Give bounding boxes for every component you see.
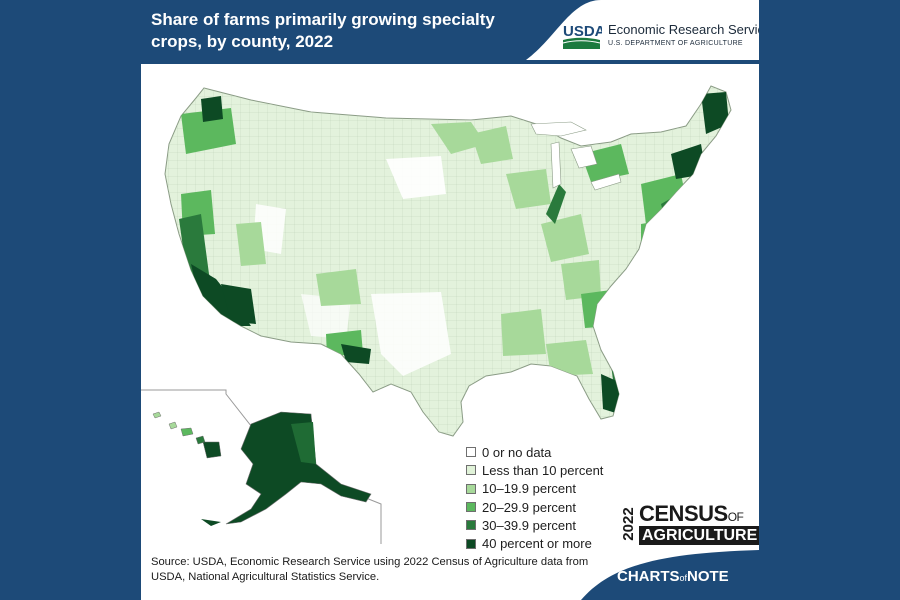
legend-label: 40 percent or more bbox=[482, 536, 592, 552]
legend-item: Less than 10 percent bbox=[466, 461, 603, 479]
census-line1: CENSUSOF bbox=[639, 501, 744, 529]
census-line2: AGRICULTURE bbox=[639, 526, 759, 545]
usda-wordmark: USDA bbox=[563, 23, 602, 40]
census-word: CENSUS bbox=[639, 501, 728, 526]
county-map bbox=[141, 64, 759, 549]
usda-logo-icon: USDA bbox=[562, 22, 602, 52]
county-shading bbox=[165, 86, 731, 436]
census-of: OF bbox=[727, 510, 744, 524]
legend-item: 0 or no data bbox=[466, 443, 603, 461]
census-year: 2022 bbox=[620, 507, 637, 541]
legend-label: 30–39.9 percent bbox=[482, 517, 576, 533]
charts-note-suffix: NOTE bbox=[687, 568, 729, 585]
charts-note-prefix: CHARTS bbox=[617, 568, 680, 585]
legend-label: 10–19.9 percent bbox=[482, 481, 576, 497]
agency-name: Economic Research Service bbox=[608, 22, 759, 37]
legend-swatch bbox=[466, 520, 476, 531]
legend-label: Less than 10 percent bbox=[482, 462, 604, 478]
legend-swatch bbox=[466, 447, 476, 458]
census-of-agriculture-logo: 2022 CENSUSOF AGRICULTURE bbox=[617, 500, 759, 548]
legend-label: 20–29.9 percent bbox=[482, 499, 576, 515]
chart-title: Share of farms primarily growing special… bbox=[151, 10, 495, 51]
legend-item: 40 percent or more bbox=[466, 534, 603, 552]
legend-item: 20–29.9 percent bbox=[466, 498, 603, 516]
header: Share of farms primarily growing special… bbox=[141, 0, 759, 64]
map-legend: 0 or no data Less than 10 percent 10–19.9 … bbox=[466, 443, 603, 553]
header-banner bbox=[141, 0, 759, 64]
charts-of-note-logo: CHARTSofNOTE bbox=[617, 568, 729, 585]
chart-card: Share of farms primarily growing special… bbox=[141, 0, 759, 600]
legend-item: 10–19.9 percent bbox=[466, 480, 603, 498]
charts-note-middle: of bbox=[679, 573, 688, 583]
legend-swatch bbox=[466, 465, 476, 476]
legend-swatch bbox=[466, 502, 476, 513]
legend-swatch bbox=[466, 538, 476, 549]
legend-label: 0 or no data bbox=[482, 444, 552, 460]
legend-swatch bbox=[466, 483, 476, 494]
great-lakes bbox=[530, 121, 622, 191]
source-note: Source: USDA, Economic Research Service … bbox=[151, 556, 589, 583]
department-name: U.S. DEPARTMENT OF AGRICULTURE bbox=[608, 40, 743, 47]
hawaii-shape bbox=[152, 411, 222, 459]
alaska-shape bbox=[201, 411, 372, 526]
legend-item: 30–39.9 percent bbox=[466, 516, 603, 534]
